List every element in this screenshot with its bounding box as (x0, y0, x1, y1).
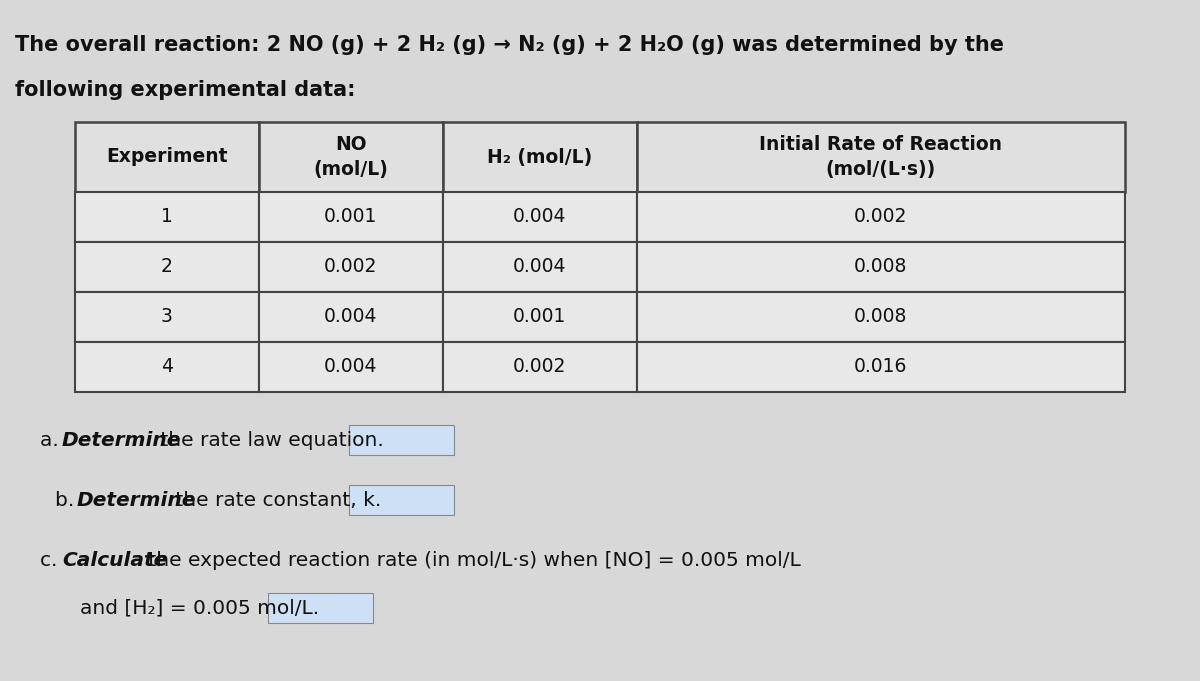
Text: Determine: Determine (62, 430, 181, 449)
Bar (443, 242, 637, 292)
Bar (637, 192, 1126, 242)
Text: the rate law equation.: the rate law equation. (154, 430, 384, 449)
Text: the rate constant, k.: the rate constant, k. (169, 490, 382, 509)
Text: The overall reaction: 2 NO (g) + 2 H₂ (g) → N₂ (g) + 2 H₂O (g) was determined by: The overall reaction: 2 NO (g) + 2 H₂ (g… (14, 35, 1004, 55)
Text: Determine: Determine (77, 490, 197, 509)
Text: 0.008: 0.008 (854, 308, 907, 326)
Text: and [H₂] = 0.005 mol/L.: and [H₂] = 0.005 mol/L. (80, 599, 319, 618)
Text: the expected reaction rate (in mol/L·s) when [NO] = 0.005 mol/L: the expected reaction rate (in mol/L·s) … (142, 550, 800, 569)
Bar (74, 292, 259, 342)
Bar (637, 342, 1126, 392)
Bar (443, 192, 637, 242)
Text: 0.004: 0.004 (324, 358, 377, 377)
Text: 0.002: 0.002 (324, 257, 377, 276)
Text: 0.001: 0.001 (512, 308, 566, 326)
Bar (259, 192, 443, 242)
Text: H₂ (mol/L): H₂ (mol/L) (487, 148, 593, 166)
Text: Experiment: Experiment (106, 148, 228, 166)
Bar (443, 122, 637, 192)
Bar (259, 292, 443, 342)
Text: Initial Rate of Reaction
(mol/(L·s)): Initial Rate of Reaction (mol/(L·s)) (760, 135, 1002, 179)
Text: 2: 2 (161, 257, 173, 276)
Text: 0.004: 0.004 (324, 308, 377, 326)
Text: 0.001: 0.001 (324, 208, 377, 227)
Text: Calculate: Calculate (62, 550, 167, 569)
Text: c.: c. (40, 550, 64, 569)
Text: 3: 3 (161, 308, 173, 326)
Text: NO
(mol/L): NO (mol/L) (313, 135, 388, 179)
Bar (637, 122, 1126, 192)
Text: 0.004: 0.004 (512, 257, 566, 276)
Text: 0.008: 0.008 (854, 257, 907, 276)
Bar (637, 242, 1126, 292)
Bar (349, 485, 454, 515)
Text: b.: b. (55, 490, 80, 509)
Bar (259, 242, 443, 292)
Bar (74, 342, 259, 392)
Bar (74, 122, 259, 192)
Bar (443, 292, 637, 342)
Text: 4: 4 (161, 358, 173, 377)
Bar (74, 192, 259, 242)
Bar (637, 292, 1126, 342)
Bar (443, 342, 637, 392)
Bar (74, 242, 259, 292)
Text: 0.004: 0.004 (512, 208, 566, 227)
Text: a.: a. (40, 430, 65, 449)
Text: 0.002: 0.002 (854, 208, 907, 227)
Bar (349, 425, 454, 455)
Bar (259, 122, 443, 192)
Text: 0.016: 0.016 (854, 358, 907, 377)
Text: following experimental data:: following experimental data: (14, 80, 355, 100)
Text: 0.002: 0.002 (512, 358, 566, 377)
Bar (268, 593, 373, 623)
Bar (259, 342, 443, 392)
Text: 1: 1 (161, 208, 173, 227)
